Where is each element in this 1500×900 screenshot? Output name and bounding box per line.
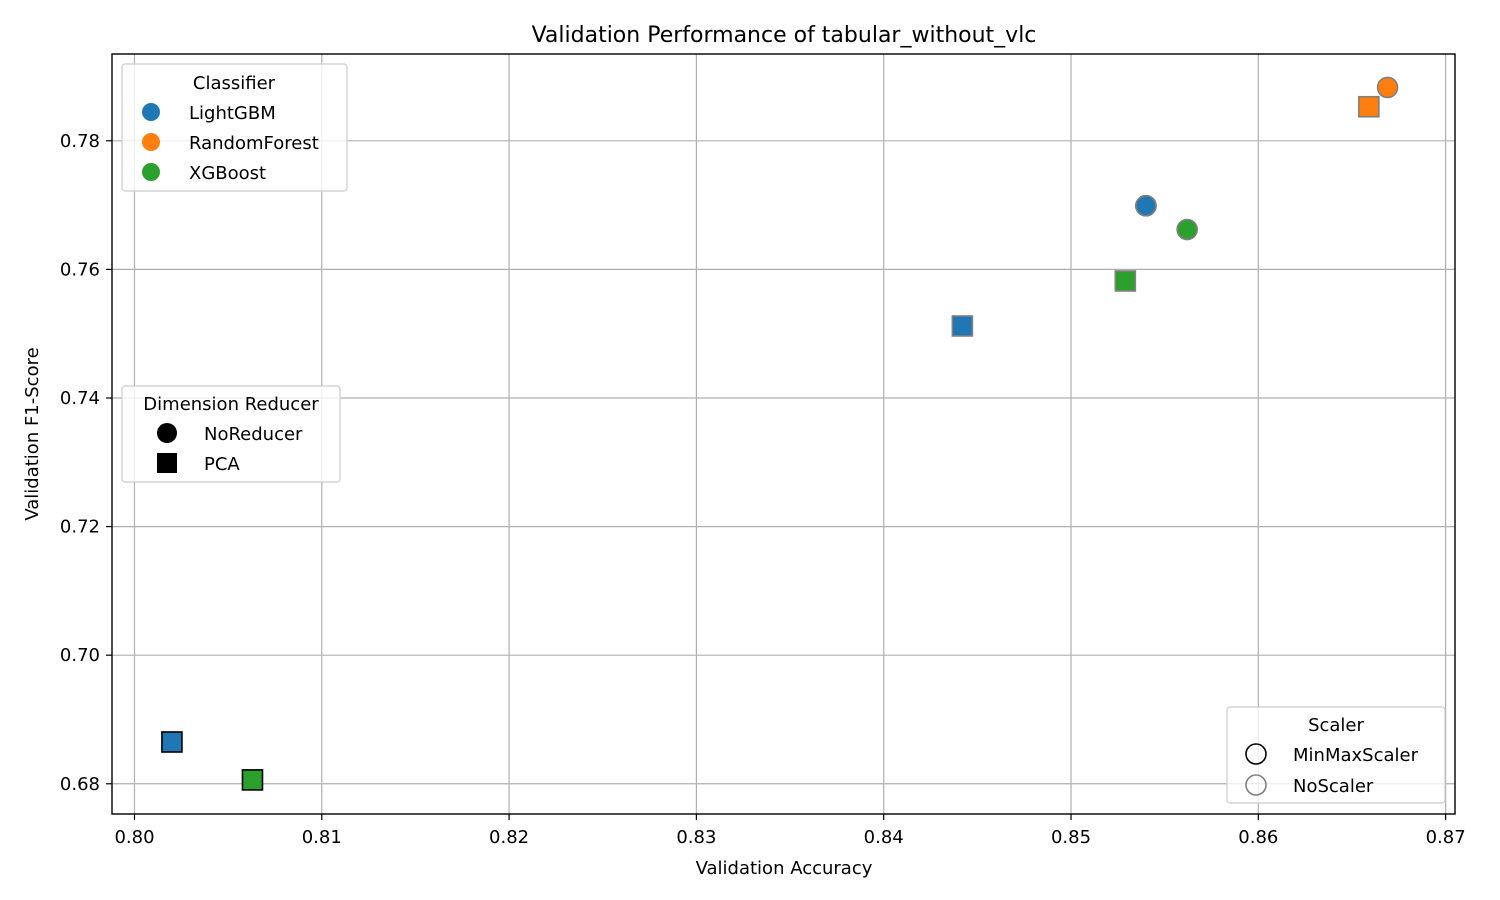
x-axis-label: Validation Accuracy (696, 858, 873, 879)
legend-marker-randomforest (142, 133, 160, 151)
x-axis-ticks: 0.80 0.81 0.82 0.83 0.84 0.85 0.86 0.87 (114, 814, 1466, 848)
x-tick-label: 0.86 (1238, 827, 1278, 848)
x-tick-label: 0.84 (864, 827, 904, 848)
legend-classifier-title: Classifier (193, 73, 276, 94)
data-point-circle (1176, 218, 1198, 241)
chart-title: Validation Performance of tabular_withou… (532, 23, 1037, 48)
y-tick-label: 0.68 (60, 774, 100, 795)
legend-reducer-title: Dimension Reducer (143, 394, 319, 415)
legend-marker-minmaxscaler (1245, 743, 1267, 765)
legend-classifier: Classifier LightGBM RandomForest XGBoost (121, 63, 348, 192)
legend-marker-lightgbm (142, 103, 160, 121)
data-point-square (1114, 270, 1137, 292)
y-tick-label: 0.70 (60, 645, 100, 666)
legend-label-minmaxscaler: MinMaxScaler (1293, 745, 1419, 766)
y-axis-label: Validation F1-Score (22, 347, 43, 520)
data-point-square (241, 769, 264, 791)
x-tick-label: 0.82 (489, 827, 529, 848)
legend-label-pca: PCA (204, 454, 240, 475)
data-point-square (951, 315, 974, 337)
plot-frame (111, 53, 1456, 815)
y-tick-label: 0.78 (60, 131, 100, 152)
legend-marker-pca (157, 453, 177, 473)
y-axis-ticks: 0.68 0.70 0.72 0.74 0.76 0.78 (60, 131, 112, 795)
y-tick-label: 0.74 (60, 388, 100, 409)
data-point-square (1358, 95, 1380, 118)
legend-label-lightgbm: LightGBM (189, 103, 276, 124)
data-point-circle (1135, 194, 1157, 217)
legend-label-noreducer: NoReducer (204, 424, 303, 445)
legend-marker-noreducer (157, 423, 177, 443)
legend-label-noscaler: NoScaler (1293, 776, 1374, 797)
x-tick-label: 0.85 (1051, 827, 1091, 848)
legend-marker-xgboost (142, 163, 160, 181)
legend-label-xgboost: XGBoost (189, 163, 266, 184)
x-tick-label: 0.81 (302, 827, 342, 848)
legend-scaler-title: Scaler (1308, 715, 1364, 736)
data-point-circle (1376, 76, 1399, 99)
data-points (161, 76, 1399, 791)
y-tick-label: 0.76 (60, 259, 100, 280)
legend-scaler: Scaler MinMaxScaler NoScaler (1226, 706, 1446, 804)
y-tick-label: 0.72 (60, 517, 100, 538)
data-point-square (161, 731, 183, 753)
legend-label-randomforest: RandomForest (189, 133, 319, 154)
legend-marker-noscaler (1245, 774, 1267, 796)
legend-dimension-reducer: Dimension Reducer NoReducer PCA (121, 385, 341, 483)
x-tick-label: 0.83 (676, 827, 716, 848)
x-tick-label: 0.80 (114, 827, 154, 848)
x-tick-label: 0.87 (1426, 827, 1466, 848)
